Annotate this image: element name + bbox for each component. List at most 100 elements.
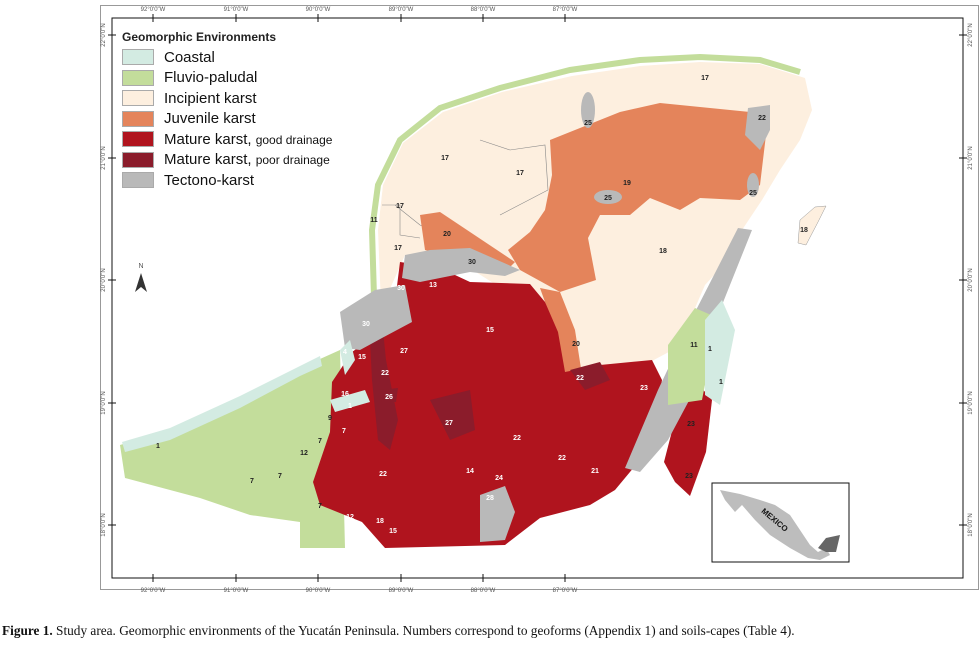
region-juvenile-karst-19	[508, 103, 768, 292]
lon-tick-label: 88°0'0"W	[471, 7, 496, 13]
legend-item: Mature karst, good drainage	[122, 129, 332, 150]
lon-tick-label: 88°0'0"W	[471, 588, 496, 594]
north-arrow-label: N	[138, 263, 143, 270]
inset-mexico-shape	[720, 490, 830, 560]
legend-label-main: Tectono-karst	[164, 171, 255, 189]
geoform-label: 1	[708, 346, 712, 353]
geoform-label: 30	[362, 321, 370, 328]
geoform-label: 24	[495, 475, 503, 482]
legend-swatch	[122, 131, 154, 148]
geoform-label: 27	[400, 348, 408, 355]
lat-tick-label: 19°0'0"N	[101, 391, 107, 414]
legend-item: Tectono-karst	[122, 170, 332, 191]
caption-label: Figure 1.	[2, 623, 53, 638]
legend-swatch	[122, 172, 154, 189]
lon-tick-label: 90°0'0"W	[306, 7, 331, 13]
geoform-label: 17	[441, 155, 449, 162]
geoform-label: 17	[701, 75, 709, 82]
geoform-label: 18	[376, 518, 384, 525]
geoform-label: 22	[379, 471, 387, 478]
geoform-label: 22	[513, 435, 521, 442]
legend: Geomorphic Environments Coastal Fluvio-pa…	[122, 30, 332, 191]
legend-label-main: Mature karst	[164, 151, 248, 169]
geoform-label: 11	[690, 342, 698, 349]
geoform-label: 19	[623, 180, 631, 187]
legend-label-sub: poor drainage	[255, 153, 330, 168]
geoform-label: 12	[300, 450, 308, 457]
region-tectono-karst-30-north	[402, 248, 520, 282]
figure-caption: Figure 1. Study area. Geomorphic environ…	[2, 622, 974, 640]
region-coastal-east	[705, 300, 735, 405]
geoform-label: 15	[389, 528, 397, 535]
legend-swatch	[122, 151, 154, 168]
geoform-label: 25	[604, 195, 612, 202]
legend-title: Geomorphic Environments	[122, 30, 277, 44]
geoform-label: 25	[749, 190, 757, 197]
caption-text: Study area. Geomorphic environments of t…	[52, 623, 795, 638]
geoform-label: 23	[687, 421, 695, 428]
geoform-label: 11	[370, 217, 378, 224]
lon-tick-label: 89°0'0"W	[389, 7, 414, 13]
legend-label: Mature karst, poor drainage	[164, 151, 330, 169]
geoform-label: 4	[343, 349, 347, 356]
region-coastal-west-2	[340, 340, 355, 375]
lat-tick-label: 22°0'0"N	[101, 23, 107, 46]
map: 92°0'0"W 92°0'0"W 91°0'0"W 91°0'0"W 90°0'0"W…	[101, 7, 974, 594]
legend-label: Fluvio-paludal	[164, 69, 257, 86]
region-coastal-west-3	[330, 390, 370, 412]
geoform-label: 14	[466, 468, 474, 475]
region-island-incipient	[797, 205, 827, 246]
geoform-label: 7	[278, 473, 282, 480]
region-tectono-karst-30-west	[340, 285, 412, 350]
legend-label: Coastal	[164, 49, 215, 66]
geoform-label: 1	[719, 379, 723, 386]
geoform-label: 23	[685, 473, 693, 480]
geoform-label: 15	[358, 354, 366, 361]
north-arrow-icon	[135, 273, 147, 292]
geoform-label: 17	[516, 170, 524, 177]
geoform-label: 26	[385, 394, 393, 401]
geoform-label: 17	[394, 245, 402, 252]
legend-item: Juvenile karst	[122, 109, 332, 130]
geoform-label: 28	[486, 495, 494, 502]
geoform-label: 18	[800, 227, 808, 234]
region-mature-karst-good	[313, 262, 662, 548]
legend-label-main: Mature karst	[164, 130, 248, 148]
geoform-label: 20	[443, 231, 451, 238]
legend-item: Incipient karst	[122, 88, 332, 109]
geoform-label: 9	[328, 415, 332, 422]
region-mature-karst-poor	[380, 388, 398, 402]
region-tectono-karst-25	[594, 190, 622, 204]
region-coastal-west	[122, 356, 322, 452]
lon-tick-label: 91°0'0"W	[224, 588, 249, 594]
geoform-label: 25	[584, 120, 592, 127]
legend-label: Mature karst, good drainage	[164, 130, 333, 148]
region-tectono-karst-28	[480, 486, 515, 542]
legend-swatch	[122, 49, 154, 66]
geoform-label: 22	[758, 115, 766, 122]
lat-tick-label: 20°0'0"N	[968, 268, 974, 291]
legend-label-main: Incipient karst	[164, 89, 257, 107]
legend-label-sub: good drainage	[255, 132, 333, 147]
geoform-label: 16	[341, 391, 349, 398]
region-juvenile-karst-20b	[540, 288, 582, 382]
legend-label: Juvenile karst	[164, 110, 256, 127]
lat-tick-label: 19°0'0"N	[968, 391, 974, 414]
legend-swatch	[122, 90, 154, 107]
boundary-line	[382, 204, 421, 239]
lon-tick-label: 87°0'0"W	[553, 588, 578, 594]
lat-tick-label: 22°0'0"N	[968, 23, 974, 46]
legend-label-main: Fluvio-paludal	[164, 69, 258, 87]
geoform-label: 1	[348, 403, 352, 410]
geoform-label: 7	[250, 478, 254, 485]
geoform-label: 22	[558, 455, 566, 462]
graticule-ticks: 92°0'0"W 92°0'0"W 91°0'0"W 91°0'0"W 90°0'0"W…	[101, 7, 974, 594]
geoform-label: 12	[346, 514, 354, 521]
lat-tick-label: 21°0'0"N	[101, 146, 107, 169]
geoform-label: 13	[429, 282, 437, 289]
lat-tick-label: 18°0'0"N	[101, 513, 107, 536]
geoform-label: 1	[156, 443, 160, 450]
lon-tick-label: 92°0'0"W	[141, 588, 166, 594]
legend-items: Coastal Fluvio-paludal Incipient karst Juve…	[122, 47, 332, 191]
